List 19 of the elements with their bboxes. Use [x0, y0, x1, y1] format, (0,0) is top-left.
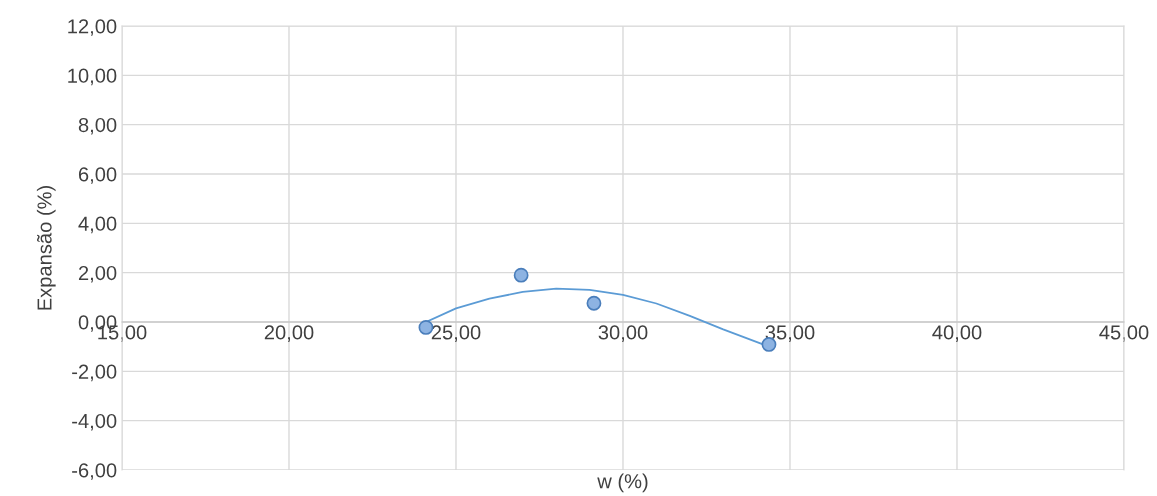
y-axis-title: Expansão (%) [36, 186, 56, 310]
y-tick-label: -2,00 [72, 364, 117, 382]
point [513, 267, 529, 283]
y-tick-label: 4,00 [78, 216, 117, 234]
y-tick-label: 2,00 [78, 265, 117, 283]
x-tick-label: 35,00 [765, 325, 815, 342]
y-tick-label: 6,00 [78, 167, 117, 184]
x-tick-label: 40,00 [932, 325, 982, 342]
point [586, 295, 602, 311]
x-tick-label: 20,00 [264, 325, 314, 342]
y-tick-label: 8,00 [78, 117, 117, 135]
y-tick-label: -6,00 [72, 463, 117, 480]
y-tick-label: 12,00 [68, 19, 117, 36]
x-tick-label: 30,00 [598, 325, 648, 342]
y-tick-label: -4,00 [72, 413, 117, 431]
x-axis-title: w (%) [597, 473, 648, 493]
x-tick-label: 25,00 [431, 325, 481, 342]
x-tick-label: 45,00 [1099, 325, 1149, 342]
y-tick-label: 10,00 [68, 68, 117, 86]
